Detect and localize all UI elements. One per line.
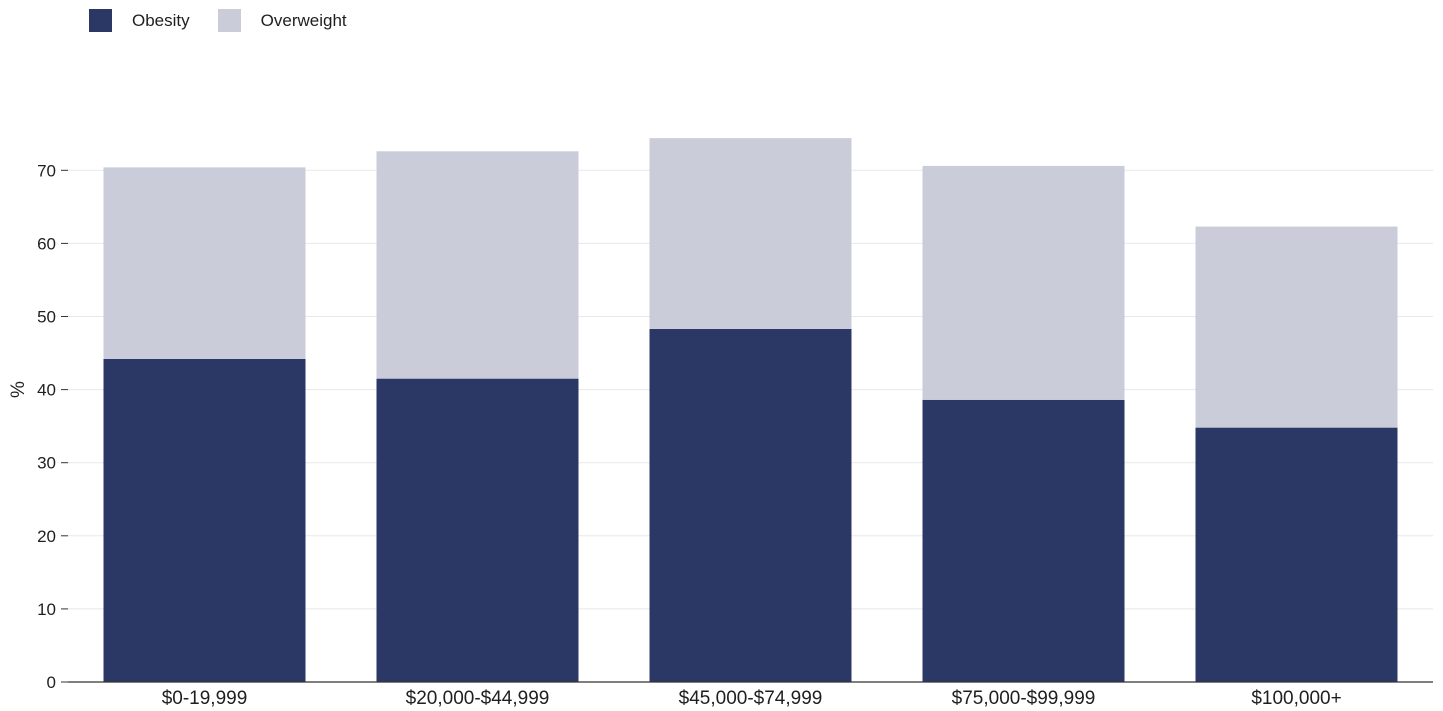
y-tick-label: 70 (37, 161, 56, 180)
bar-overweight-3[interactable] (922, 165, 1125, 400)
legend-item-obesity[interactable]: Obesity (89, 9, 190, 32)
bar-obesity-2[interactable] (649, 328, 852, 682)
legend-label-overweight: Overweight (260, 10, 347, 30)
bar-overweight-0[interactable] (103, 167, 306, 359)
bar-overweight-1[interactable] (376, 151, 579, 379)
y-tick-label: 30 (37, 454, 56, 473)
y-tick-label: 20 (37, 527, 56, 546)
chart-legend: Obesity Overweight (89, 9, 375, 32)
bar-obesity-1[interactable] (376, 378, 579, 682)
legend-label-obesity: Obesity (132, 10, 190, 30)
bar-overweight-2[interactable] (649, 138, 852, 329)
bar-obesity-3[interactable] (922, 399, 1125, 682)
bar-obesity-0[interactable] (103, 358, 306, 682)
y-tick-label: 40 (37, 381, 56, 400)
y-tick-label: 10 (37, 600, 56, 619)
legend-swatch-obesity (89, 9, 112, 32)
y-tick-label: 50 (37, 308, 56, 327)
y-axis-title: % (8, 381, 29, 398)
x-tick-label: $45,000-$74,999 (679, 688, 823, 709)
legend-swatch-overweight (217, 9, 241, 32)
bar-obesity-4[interactable] (1195, 427, 1398, 682)
bar-overweight-4[interactable] (1195, 226, 1398, 428)
x-tick-label: $20,000-$44,999 (406, 688, 550, 709)
x-tick-label: $100,000+ (1251, 688, 1341, 709)
y-tick-label: 0 (47, 673, 56, 692)
y-tick-label: 60 (37, 234, 56, 253)
legend-item-overweight[interactable]: Overweight (217, 9, 347, 32)
x-tick-label: $0-19,999 (162, 688, 248, 709)
x-tick-label: $75,000-$99,999 (952, 688, 1096, 709)
